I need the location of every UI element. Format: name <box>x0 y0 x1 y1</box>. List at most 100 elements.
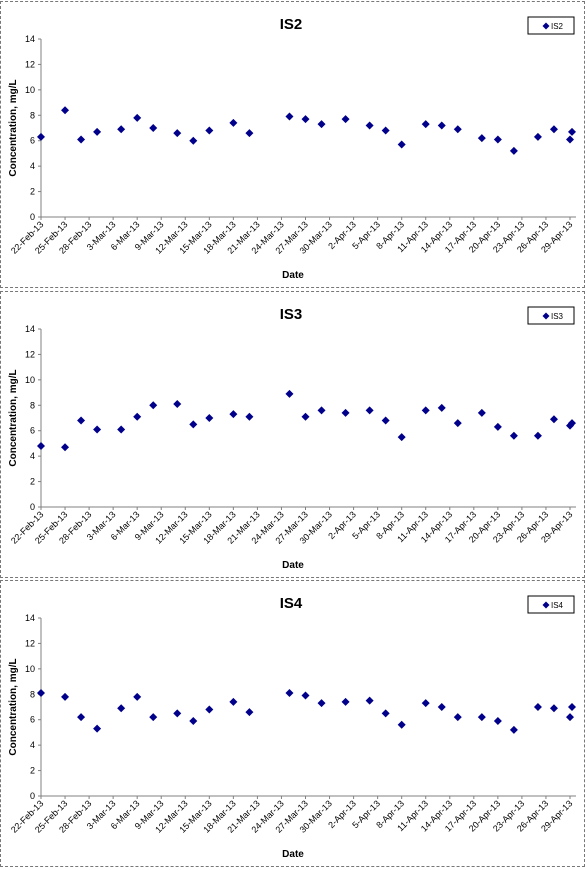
data-point <box>381 416 390 425</box>
data-point <box>61 106 70 115</box>
data-point <box>365 121 374 130</box>
data-point <box>397 433 406 442</box>
y-tick-label: 14 <box>25 34 35 44</box>
data-point <box>549 125 558 134</box>
data-point <box>317 406 326 415</box>
data-point <box>301 115 310 124</box>
legend-box <box>527 306 575 325</box>
data-point <box>341 408 350 417</box>
data-point <box>229 118 238 127</box>
data-point <box>437 403 446 412</box>
data-point <box>509 431 518 440</box>
y-tick-label: 8 <box>30 689 35 699</box>
legend-label: IS4 <box>551 601 564 610</box>
data-point <box>245 708 254 717</box>
data-point <box>568 127 576 136</box>
y-tick-label: 0 <box>30 502 35 512</box>
data-point <box>381 709 390 718</box>
data-point <box>566 135 574 144</box>
y-tick-label: 10 <box>25 85 35 95</box>
y-tick-label: 8 <box>30 400 35 410</box>
data-point <box>533 431 542 440</box>
y-tick-label: 2 <box>30 187 35 197</box>
data-point <box>568 703 576 711</box>
data-point <box>229 697 238 706</box>
legend-box <box>527 16 575 35</box>
data-point <box>61 692 70 701</box>
legend-label: IS2 <box>551 22 564 31</box>
chart-title: IS4 <box>280 595 303 612</box>
data-point <box>77 713 86 722</box>
data-point <box>365 696 374 705</box>
chart-panel-is4: IS4 0 2 4 6 8 10 12 14 Concentration, mg/L 22-Feb-… <box>0 580 585 867</box>
y-tick-label: 12 <box>25 59 35 69</box>
chart-title: IS3 <box>280 306 303 323</box>
data-point <box>285 389 294 398</box>
y-tick-label: 10 <box>25 375 35 385</box>
data-point <box>437 703 446 711</box>
data-point <box>117 425 126 434</box>
data-point <box>205 705 214 714</box>
data-point <box>493 716 502 725</box>
data-point <box>453 713 462 722</box>
y-tick-label: 4 <box>30 161 35 171</box>
y-tick-label: 12 <box>25 349 35 359</box>
y-tick-label: 8 <box>30 110 35 120</box>
data-point <box>381 126 390 135</box>
data-point <box>549 704 558 713</box>
y-axis-label: Concentration, mg/L <box>8 658 19 755</box>
data-point <box>477 408 486 417</box>
data-point <box>77 135 86 144</box>
data-point <box>568 419 576 428</box>
data-point <box>301 691 310 700</box>
data-point <box>37 132 45 141</box>
data-point <box>301 412 310 421</box>
data-point <box>77 416 86 425</box>
y-tick-label: 0 <box>30 791 35 801</box>
data-point <box>229 410 238 419</box>
y-tick-label: 14 <box>25 324 35 334</box>
data-point <box>93 724 102 733</box>
y-tick-label: 2 <box>30 477 35 487</box>
y-axis-label: Concentration, mg/L <box>8 79 19 176</box>
data-point <box>173 400 182 409</box>
y-tick-label: 2 <box>30 766 35 776</box>
x-axis-label: Date <box>282 270 304 281</box>
data-point <box>245 412 254 421</box>
data-point <box>117 125 126 134</box>
data-point <box>205 414 214 422</box>
data-point <box>133 692 142 701</box>
data-point <box>421 120 430 129</box>
data-point <box>437 121 446 130</box>
y-tick-label: 0 <box>30 212 35 222</box>
data-point <box>133 412 142 421</box>
x-axis-label: Date <box>282 560 304 571</box>
y-tick-label: 14 <box>25 613 35 623</box>
chart-panel-is3: IS3 0 2 4 6 8 10 12 14 Concentration, mg/L 22-Feb-… <box>0 291 585 578</box>
data-point <box>453 419 462 428</box>
data-point <box>533 703 542 711</box>
data-point <box>421 406 430 415</box>
data-point <box>149 713 158 722</box>
data-point <box>93 127 102 136</box>
data-point <box>285 689 294 698</box>
legend-marker <box>542 312 550 320</box>
data-point <box>189 136 198 145</box>
data-point <box>37 689 45 698</box>
y-tick-label: 12 <box>25 638 35 648</box>
data-point <box>341 697 350 706</box>
data-point <box>189 716 198 725</box>
y-tick-label: 4 <box>30 740 35 750</box>
data-point <box>173 129 182 138</box>
data-point <box>397 140 406 149</box>
data-point <box>37 441 45 450</box>
data-point <box>133 113 142 122</box>
x-axis-label: Date <box>282 849 304 860</box>
data-point <box>317 120 326 129</box>
y-tick-label: 6 <box>30 426 35 436</box>
data-point <box>453 125 462 134</box>
y-axis-label: Concentration, mg/L <box>8 369 19 466</box>
data-point <box>189 420 198 429</box>
legend-marker <box>542 22 550 30</box>
